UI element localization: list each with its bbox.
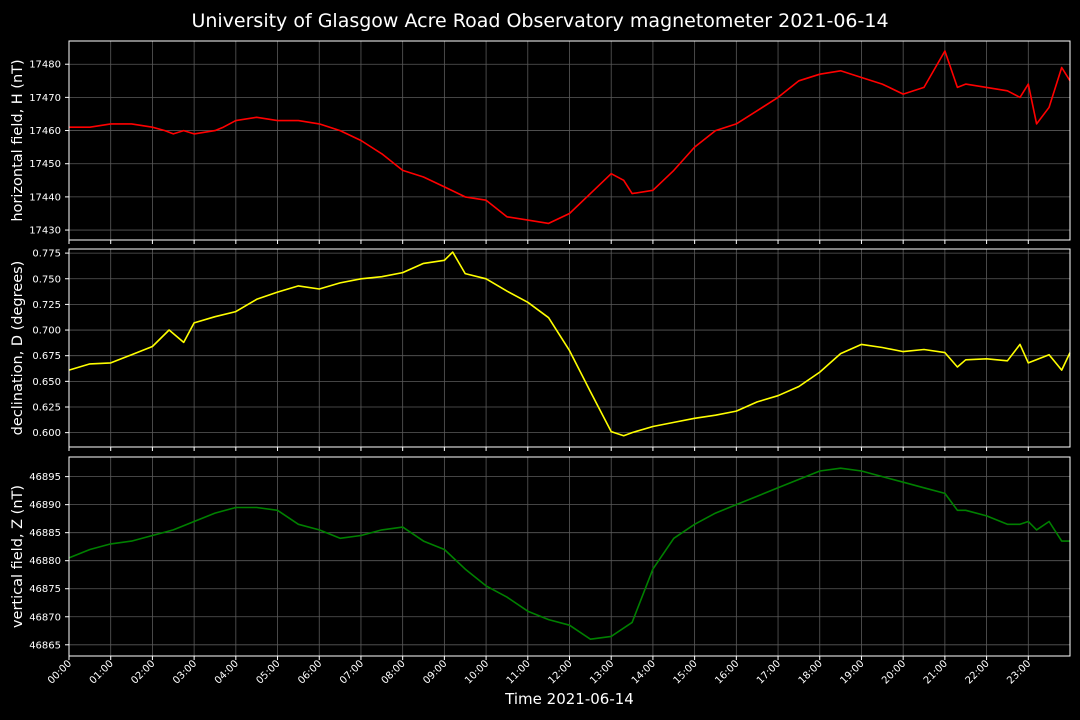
y-tick-label: 46880	[29, 556, 61, 567]
x-tick-label: 15:00	[672, 658, 700, 686]
y-tick-label: 46875	[29, 584, 61, 595]
x-tick-label: 17:00	[755, 658, 783, 686]
x-tick-label: 09:00	[421, 658, 449, 686]
x-tick-label: 10:00	[463, 658, 491, 686]
x-tick-label: 00:00	[46, 658, 74, 686]
y-tick-label: 0.625	[32, 402, 61, 413]
x-tick-label: 03:00	[171, 658, 199, 686]
y-tick-label: 0.775	[32, 249, 61, 260]
y-axis-label: horizontal field, H (nT)	[10, 59, 26, 221]
x-tick-label: 21:00	[922, 658, 950, 686]
y-tick-label: 17430	[29, 226, 61, 237]
x-tick-label: 05:00	[255, 658, 283, 686]
series-line	[69, 50, 1071, 225]
y-axis-label: declination, D (degrees)	[10, 261, 26, 436]
x-tick-label: 23:00	[1005, 658, 1033, 686]
x-tick-label: 18:00	[797, 658, 825, 686]
chart-title: University of Glasgow Acre Road Observat…	[191, 10, 889, 32]
y-tick-label: 0.700	[32, 326, 61, 337]
y-tick-label: 0.650	[32, 377, 61, 388]
series-line	[68, 251, 1071, 437]
x-tick-label: 12:00	[546, 658, 574, 686]
y-tick-label: 17450	[29, 159, 61, 170]
x-tick-label: 07:00	[338, 658, 366, 686]
x-tick-label: 01:00	[88, 658, 116, 686]
x-tick-label: 14:00	[630, 658, 658, 686]
y-tick-label: 46865	[29, 640, 61, 651]
y-tick-label: 0.600	[32, 428, 61, 439]
x-tick-label: 16:00	[713, 658, 741, 686]
y-tick-label: 46890	[29, 500, 61, 511]
y-tick-label: 0.725	[32, 300, 61, 311]
y-tick-label: 46870	[29, 612, 61, 623]
y-tick-label: 46885	[29, 528, 61, 539]
x-axis-label: Time 2021-06-14	[505, 690, 634, 708]
axes-frame	[68, 248, 1071, 448]
y-tick-label: 17470	[29, 93, 61, 104]
y-tick-label: 17440	[29, 192, 61, 203]
x-tick-label: 20:00	[880, 658, 908, 686]
x-tick-label: 11:00	[505, 658, 533, 686]
y-tick-label: 0.750	[32, 274, 61, 285]
series-line	[68, 467, 1070, 641]
y-tick-label: 17460	[29, 126, 61, 137]
y-tick-label: 0.675	[32, 351, 61, 362]
axes-frame	[68, 40, 1071, 241]
y-tick-label: 46895	[29, 472, 61, 483]
x-tick-label: 08:00	[380, 658, 408, 686]
y-tick-label: 17480	[29, 60, 61, 71]
y-axis-label: vertical field, Z (nT)	[10, 485, 26, 628]
x-tick-label: 06:00	[296, 658, 324, 686]
x-tick-label: 13:00	[588, 658, 616, 686]
x-tick-label: 19:00	[838, 658, 866, 686]
x-tick-label: 02:00	[129, 658, 157, 686]
x-tick-label: 22:00	[964, 658, 992, 686]
x-tick-label: 04:00	[213, 658, 241, 686]
axes-frame	[68, 456, 1071, 657]
